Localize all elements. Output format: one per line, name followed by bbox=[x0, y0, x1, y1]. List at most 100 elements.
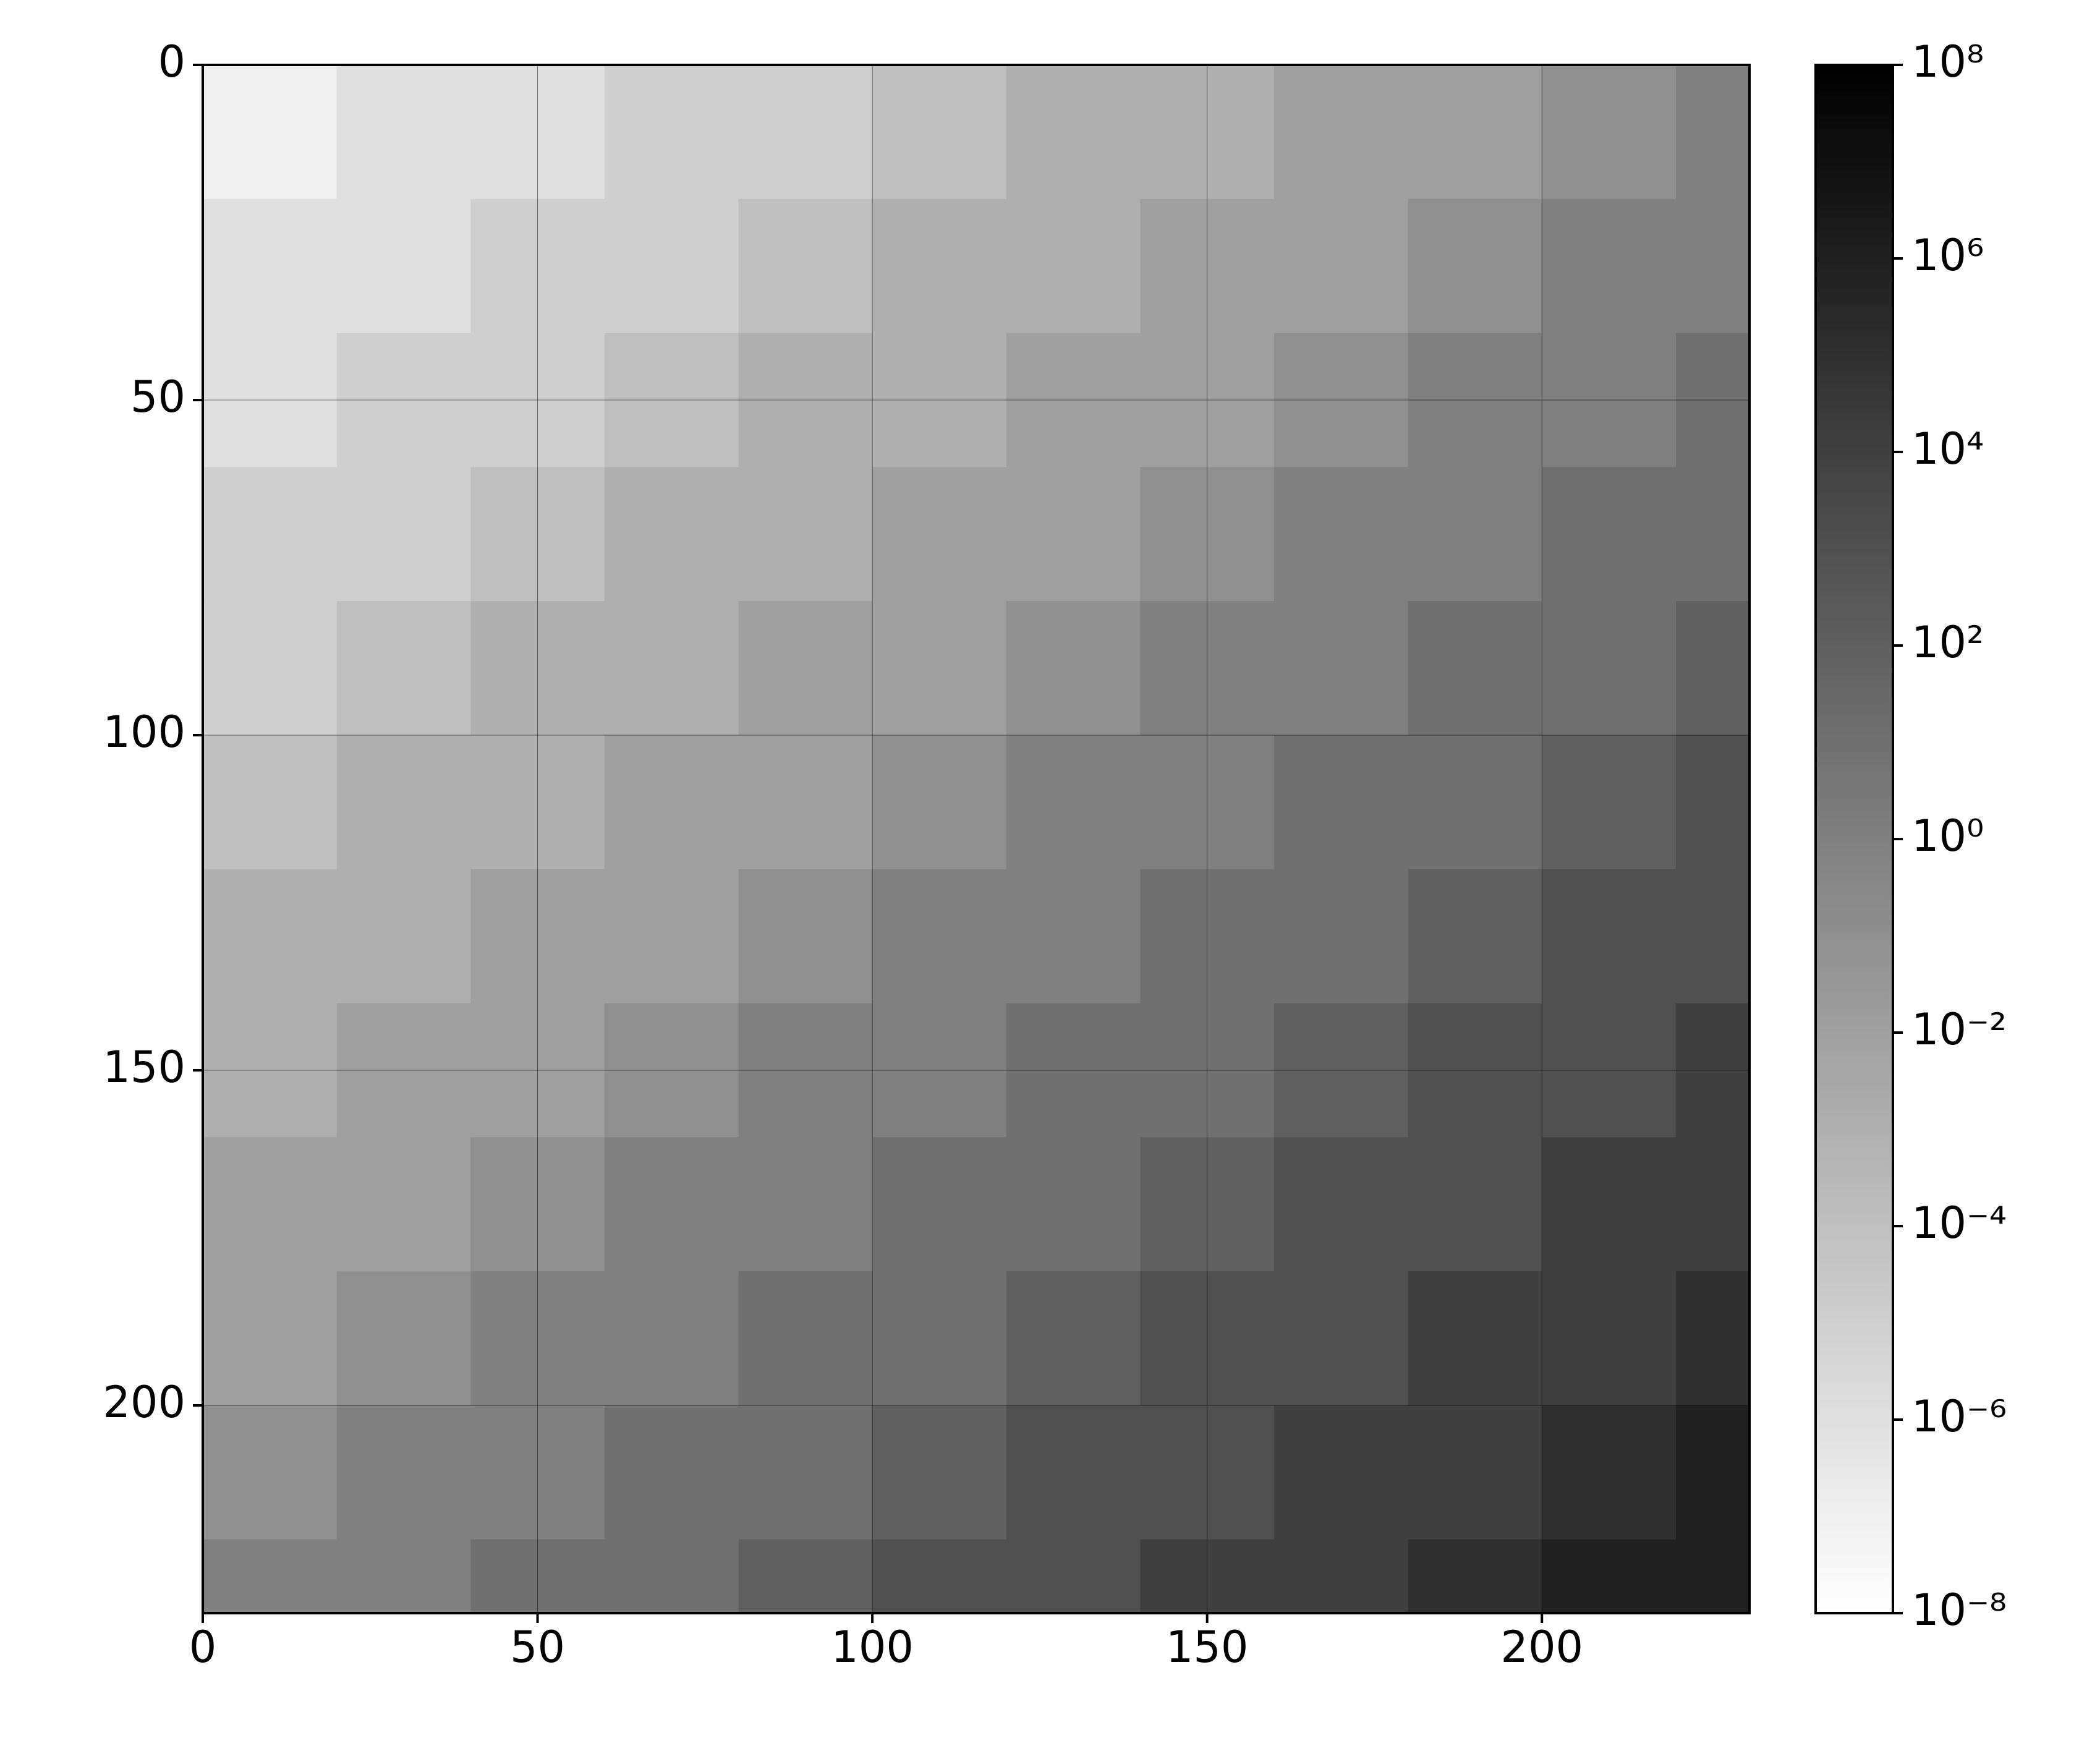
heatmap-cell bbox=[1542, 1539, 1677, 1614]
x-tick-label: 100 bbox=[831, 1622, 914, 1673]
heatmap-cell bbox=[872, 601, 1007, 736]
heatmap-cell bbox=[1006, 198, 1141, 334]
heatmap-cell bbox=[604, 1271, 739, 1406]
heatmap-cell bbox=[1408, 65, 1542, 200]
heatmap-cell bbox=[1408, 735, 1542, 870]
heatmap-cell bbox=[604, 735, 739, 870]
heatmap-cell bbox=[1542, 65, 1677, 200]
colorbar-tick-label: 10⁻⁸ bbox=[1911, 1585, 2007, 1635]
heatmap-cell bbox=[1542, 869, 1677, 1004]
heatmap-cell bbox=[1273, 467, 1409, 602]
heatmap-cell bbox=[1542, 601, 1677, 736]
heatmap-cell bbox=[872, 1539, 1007, 1614]
colorbar-tick-label: 10⁻⁶ bbox=[1911, 1391, 2007, 1442]
heatmap-cell bbox=[203, 601, 338, 736]
heatmap-cell bbox=[738, 735, 873, 870]
heatmap-cell bbox=[1408, 198, 1542, 334]
heatmap-cell bbox=[336, 869, 471, 1004]
heatmap-cell bbox=[604, 467, 739, 602]
heatmap-cell bbox=[336, 1405, 471, 1540]
heatmap-cell bbox=[604, 198, 739, 334]
heatmap-cell bbox=[1542, 1271, 1677, 1406]
heatmap-cell bbox=[1273, 869, 1409, 1004]
heatmap-cell bbox=[1006, 467, 1141, 602]
heatmap-cell bbox=[1273, 1137, 1409, 1272]
heatmap-cell bbox=[604, 601, 739, 736]
colorbar-tick-label: 10⁴ bbox=[1911, 424, 1984, 474]
heatmap-cell bbox=[1675, 735, 1750, 870]
heatmap-cell bbox=[604, 1539, 739, 1614]
heatmap-cell bbox=[604, 1137, 739, 1272]
heatmap-cell bbox=[203, 198, 338, 334]
y-tick-label: 100 bbox=[103, 707, 185, 757]
colorbar-tick-label: 10⁶ bbox=[1911, 230, 1984, 281]
heatmap-cell bbox=[604, 869, 739, 1004]
heatmap-cell bbox=[1408, 1137, 1542, 1272]
heatmap-cell bbox=[1542, 467, 1677, 602]
heatmap-cell bbox=[872, 467, 1007, 602]
heatmap-cell bbox=[203, 467, 338, 602]
heatmap-cell bbox=[738, 1405, 873, 1540]
heatmap-cell bbox=[203, 65, 338, 200]
heatmap-cell bbox=[336, 198, 471, 334]
heatmap-cell bbox=[1675, 198, 1750, 334]
x-tick-label: 200 bbox=[1500, 1622, 1583, 1673]
heatmap-cell bbox=[336, 65, 471, 200]
heatmap-cell bbox=[738, 198, 873, 334]
heatmap-cell bbox=[872, 1271, 1007, 1406]
heatmap-cell bbox=[1675, 1539, 1750, 1614]
heatmap-cell bbox=[738, 65, 873, 200]
heatmap-cell bbox=[203, 735, 338, 870]
heatmap-cell bbox=[1006, 1405, 1141, 1540]
heatmap-cell bbox=[1273, 1539, 1409, 1614]
heatmap-cell bbox=[203, 1271, 338, 1406]
heatmap-cell bbox=[872, 1405, 1007, 1540]
heatmap-cell bbox=[1408, 467, 1542, 602]
heatmap-cell bbox=[1273, 198, 1409, 334]
heatmap-cell bbox=[1675, 1271, 1750, 1406]
x-tick-label: 150 bbox=[1166, 1622, 1249, 1673]
heatmap-cell bbox=[1408, 601, 1542, 736]
x-tick-label: 50 bbox=[510, 1622, 565, 1673]
heatmap-cell bbox=[1273, 1271, 1409, 1406]
heatmap-cell bbox=[1675, 601, 1750, 736]
heatmap-cell bbox=[1006, 601, 1141, 736]
heatmap-cell bbox=[1006, 1271, 1141, 1406]
colorbar-tick-label: 10⁻² bbox=[1911, 1004, 2007, 1055]
heatmap-cell bbox=[1408, 1271, 1542, 1406]
heatmap-cell bbox=[1542, 1137, 1677, 1272]
y-tick-label: 200 bbox=[103, 1377, 185, 1428]
heatmap-cell bbox=[1542, 198, 1677, 334]
heatmap-cell bbox=[872, 735, 1007, 870]
plot-frame bbox=[202, 64, 1751, 1614]
x-tick-label: 0 bbox=[189, 1622, 217, 1673]
heatmap-cell bbox=[1006, 1539, 1141, 1614]
heatmap-cell bbox=[1542, 735, 1677, 870]
colorbar-tick-label: 10⁸ bbox=[1911, 36, 1984, 87]
heatmap-cell bbox=[604, 1405, 739, 1540]
heatmap-cell bbox=[738, 1137, 873, 1272]
heatmap-cell bbox=[1408, 1405, 1542, 1540]
heatmap-cell bbox=[1273, 735, 1409, 870]
heatmap-cell bbox=[336, 467, 471, 602]
heatmap-cell bbox=[738, 467, 873, 602]
heatmap-cell bbox=[1675, 1405, 1750, 1540]
heatmap-cell bbox=[1675, 65, 1750, 200]
y-tick-label: 150 bbox=[103, 1042, 185, 1093]
heatmap-cell bbox=[1006, 65, 1141, 200]
colorbar bbox=[1814, 64, 1894, 1614]
heatmap-cell bbox=[336, 1137, 471, 1272]
heatmap-cell bbox=[872, 198, 1007, 334]
heatmap-cell bbox=[1408, 869, 1542, 1004]
heatmap-cell bbox=[1675, 869, 1750, 1004]
heatmap-cell bbox=[1006, 735, 1141, 870]
heatmap-cell bbox=[203, 869, 338, 1004]
colorbar-tick-label: 10⁻⁴ bbox=[1911, 1198, 2007, 1248]
colorbar-tick-label: 10² bbox=[1911, 617, 1984, 668]
heatmap-cell bbox=[738, 1539, 873, 1614]
heatmap-cell bbox=[738, 869, 873, 1004]
heatmap-cell bbox=[203, 1137, 338, 1272]
heatmap-cell bbox=[1006, 869, 1141, 1004]
heatmap-cell bbox=[1675, 1137, 1750, 1272]
